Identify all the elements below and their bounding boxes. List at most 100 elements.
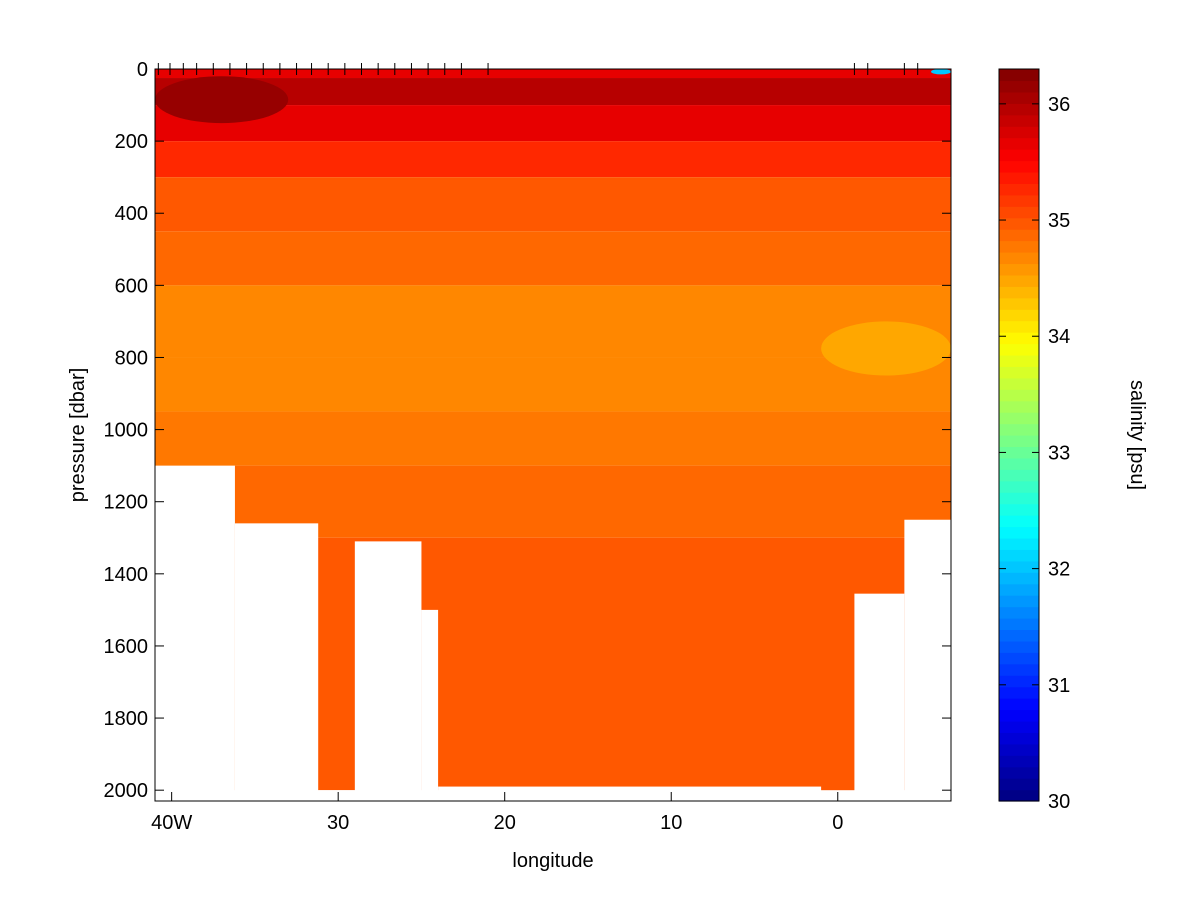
y-tick-label-1: 200 (115, 131, 148, 153)
colorbar-band-43 (999, 297, 1039, 310)
colorbar-band-27 (999, 480, 1039, 493)
no-data-column-1 (234, 523, 319, 801)
salinity-features (155, 69, 951, 376)
y-tick-label-4: 800 (115, 347, 148, 369)
no-data-column-3 (354, 541, 422, 801)
colorbar-band-45 (999, 274, 1039, 287)
no-data-mask (155, 465, 951, 801)
y-tick-label-9: 1800 (104, 708, 149, 730)
colorbar-band-25 (999, 503, 1039, 516)
station-tick-marks (157, 63, 919, 75)
colorbar-ticks: 30 31 32 33 34 35 36 (999, 94, 1070, 813)
colorbar-tick-label-1: 31 (1048, 675, 1070, 697)
colorbar-band-19 (999, 572, 1039, 585)
no-data-column-5 (438, 786, 822, 801)
colorbar-band-59 (999, 114, 1039, 127)
salinity-feature-0 (155, 76, 289, 124)
colorbar-band-38 (999, 354, 1039, 367)
plot-frame (154, 68, 952, 802)
x-axis-label: longitude (512, 850, 593, 872)
colorbar-band-58 (999, 126, 1039, 139)
colorbar-band-36 (999, 377, 1039, 390)
colorbar-band-31 (999, 435, 1039, 448)
salinity-layer-6 (155, 285, 951, 358)
section-plot-area (155, 69, 951, 801)
colorbar-band-32 (999, 423, 1039, 436)
colorbar-band-8 (999, 698, 1039, 711)
salinity-layer-0 (155, 69, 951, 79)
colorbar-band-24 (999, 515, 1039, 528)
colorbar-tick-label-5: 35 (1048, 210, 1070, 232)
colorbar-tick-label-4: 34 (1048, 326, 1070, 348)
colorbar-band-14 (999, 629, 1039, 642)
colorbar-band-34 (999, 400, 1039, 413)
colorbar-band-18 (999, 583, 1039, 596)
x-tick-label-3: 10 (660, 812, 682, 834)
colorbar-band-26 (999, 492, 1039, 505)
colorbar-band-56 (999, 149, 1039, 162)
y-tick-label-7: 1400 (104, 564, 149, 586)
colorbar-band-49 (999, 229, 1039, 242)
colorbar-band-44 (999, 286, 1039, 299)
y-tick-label-0: 0 (137, 59, 148, 81)
colorbar-band-30 (999, 446, 1039, 459)
colorbar-band-54 (999, 171, 1039, 184)
colorbar-band-10 (999, 675, 1039, 688)
salinity-layer-4 (155, 177, 951, 232)
colorbar-tick-label-6: 36 (1048, 94, 1070, 116)
salinity-layer-2 (155, 105, 951, 142)
colorbar-tick-label-3: 33 (1048, 442, 1070, 464)
salinity-layer-7 (155, 357, 951, 412)
y-tick-label-5: 1000 (104, 420, 149, 442)
no-data-column-2 (318, 790, 355, 801)
colorbar-tick-label-2: 32 (1048, 559, 1070, 581)
colorbar-band-20 (999, 560, 1039, 573)
salinity-layer-5 (155, 231, 951, 286)
colorbar-band-37 (999, 366, 1039, 379)
colorbar-band-2 (999, 766, 1039, 779)
y-tick-label-3: 600 (115, 275, 148, 297)
no-data-column-8 (904, 519, 951, 801)
y-tick-label-8: 1600 (104, 636, 149, 658)
no-data-column-0 (155, 465, 235, 801)
colorbar-band-51 (999, 206, 1039, 219)
colorbar-band-7 (999, 709, 1039, 722)
x-tick-label-2: 20 (494, 812, 516, 834)
colorbar-band-52 (999, 194, 1039, 207)
colorbar-tick-label-0: 30 (1048, 791, 1070, 813)
colorbar-band-6 (999, 720, 1039, 733)
salinity-layer-8 (155, 411, 951, 466)
salinity-layer-3 (155, 141, 951, 178)
colorbar-band-42 (999, 309, 1039, 322)
colorbar-band-23 (999, 526, 1039, 539)
colorbar-band-9 (999, 686, 1039, 699)
salinity-feature-1 (821, 321, 951, 376)
colorbar-band-57 (999, 137, 1039, 150)
colorbar-band-50 (999, 217, 1039, 230)
colorbar-band-63 (999, 69, 1039, 82)
colorbar-band-41 (999, 320, 1039, 333)
colorbar-band-1 (999, 778, 1039, 791)
colorbar-band-17 (999, 595, 1039, 608)
colorbar-band-13 (999, 640, 1039, 653)
colorbar-band-28 (999, 469, 1039, 482)
y-axis-label: pressure [dbar] (67, 368, 89, 503)
colorbar-band-11 (999, 663, 1039, 676)
colorbar-band-12 (999, 652, 1039, 665)
x-tick-label-0: 40W (151, 812, 192, 834)
colorbar-band-61 (999, 91, 1039, 104)
x-tick-label-4: 0 (832, 812, 843, 834)
no-data-column-7 (854, 593, 905, 801)
colorbar-band-5 (999, 732, 1039, 745)
colorbar-band-39 (999, 343, 1039, 356)
colorbar-band-47 (999, 252, 1039, 265)
colorbar-band-0 (999, 789, 1039, 802)
salinity-feature-2 (931, 69, 951, 75)
colorbar-label: salinity [psu] (1126, 380, 1148, 490)
colorbar-band-16 (999, 606, 1039, 619)
colorbar-band-29 (999, 457, 1039, 470)
y-tick-label-10: 2000 (104, 780, 149, 802)
colorbar-band-35 (999, 389, 1039, 402)
colorbar-band-22 (999, 537, 1039, 550)
colorbar-frame (998, 68, 1040, 802)
